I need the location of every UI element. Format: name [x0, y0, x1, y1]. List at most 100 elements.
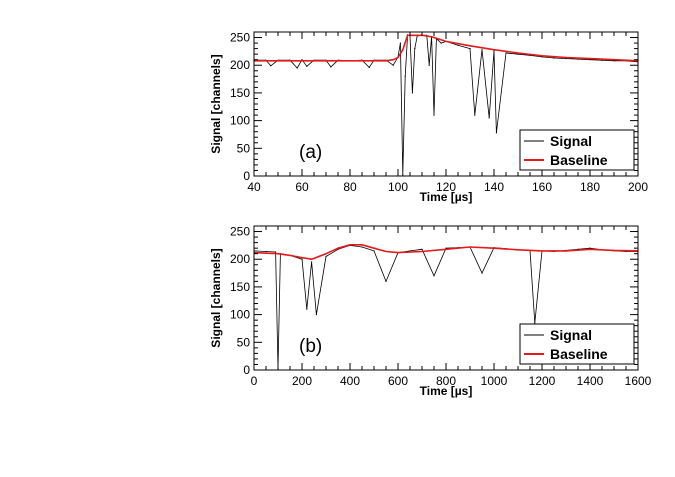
data-point-baseline-9	[426, 35, 428, 37]
data-point-signal-35	[457, 44, 459, 46]
data-point-baseline-2	[349, 60, 351, 62]
data-point-baseline-15	[541, 55, 543, 57]
data-point-signal-25	[414, 48, 416, 50]
data-point-signal-7	[306, 65, 308, 67]
data-point-baseline-1	[277, 253, 279, 255]
data-point-signal-38	[481, 49, 483, 51]
data-point-baseline-8	[361, 244, 363, 246]
panel-label: (a)	[299, 142, 322, 163]
data-point-signal-19	[399, 42, 401, 44]
y-tick-label: 50	[237, 141, 251, 155]
chart-panel-0: 40 60 80 100 120 140 160 180 200 0 50 100 150 200 250 T…	[209, 31, 648, 204]
x-axis-title: Time [µs]	[420, 190, 473, 204]
data-point-signal-33	[589, 247, 591, 249]
x-tick-label: 0	[251, 374, 258, 388]
data-point-signal-20	[445, 247, 447, 249]
data-point-baseline-13	[493, 49, 495, 51]
data-point-baseline-3	[385, 60, 387, 62]
data-point-signal-42	[505, 52, 507, 54]
data-point-baseline-13	[445, 248, 447, 250]
data-point-baseline-12	[469, 45, 471, 47]
data-point-signal-8	[311, 261, 313, 263]
y-tick-label: 200	[230, 252, 250, 266]
data-point-baseline-18	[613, 59, 615, 61]
data-point-signal-9	[315, 314, 317, 316]
data-point-baseline-3	[301, 256, 303, 259]
chart-panel-1: 0 200 400 600 800 1000 1200 1400 1600 0 50 100 150 20…	[209, 225, 652, 398]
x-tick-label: 40	[247, 180, 261, 194]
data-point-baseline-17	[589, 57, 591, 60]
legend-box	[519, 323, 635, 365]
x-tick-label: 600	[388, 374, 408, 388]
y-tick-label: 0	[243, 169, 250, 183]
data-point-signal-15	[385, 280, 387, 282]
series-line-baseline	[253, 244, 639, 261]
x-tick-label: 1400	[577, 374, 604, 388]
x-tick-label: 120	[436, 180, 456, 194]
x-tick-label: 80	[343, 180, 357, 194]
data-point-baseline-20	[613, 249, 615, 251]
data-point-baseline-4	[392, 59, 394, 61]
data-point-signal-20	[402, 174, 404, 176]
data-point-signal-33	[440, 42, 442, 44]
data-point-baseline-14	[517, 52, 519, 54]
data-point-signal-21	[404, 75, 406, 77]
data-point-signal-1	[265, 250, 267, 253]
data-point-baseline-11	[397, 251, 399, 254]
x-tick-label: 800	[436, 374, 456, 388]
data-point-baseline-1	[301, 60, 303, 62]
data-point-signal-2	[275, 251, 277, 253]
data-point-signal-14	[373, 250, 375, 252]
data-point-signal-23	[481, 272, 483, 274]
legend: Signal Baseline	[519, 129, 635, 171]
data-point-signal-31	[433, 114, 435, 116]
y-tick-label: 150	[230, 280, 250, 294]
data-point-baseline-9	[373, 247, 375, 249]
data-point-signal-10	[330, 66, 332, 68]
legend-label-baseline: Baseline	[550, 346, 608, 362]
data-point-baseline-19	[589, 248, 591, 250]
data-point-signal-7	[306, 308, 308, 310]
y-tick-label: 0	[243, 363, 250, 377]
data-point-baseline-10	[385, 250, 387, 253]
x-tick-label: 200	[628, 180, 648, 194]
data-point-signal-18	[421, 248, 423, 250]
x-tick-label: 160	[532, 180, 552, 194]
data-point-signal-19	[433, 275, 435, 277]
data-point-baseline-7	[407, 34, 409, 36]
data-point-baseline-6	[402, 49, 404, 51]
data-point-signal-29	[428, 64, 430, 66]
x-tick-label: 200	[292, 374, 312, 388]
data-point-signal-46	[553, 57, 555, 59]
x-tick-label: 60	[295, 180, 309, 194]
x-tick-label: 1200	[529, 374, 556, 388]
data-point-signal-37	[474, 114, 476, 116]
x-tick-label: 100	[388, 180, 408, 194]
data-point-signal-14	[368, 66, 370, 69]
data-point-signal-5	[296, 67, 298, 69]
data-point-baseline-15	[493, 247, 495, 249]
data-point-signal-17	[392, 64, 394, 66]
data-point-baseline-5	[397, 56, 399, 59]
x-axis-title: Time [µs]	[420, 384, 473, 398]
data-point-baseline-7	[349, 244, 351, 246]
data-point-baseline-16	[565, 56, 567, 59]
y-tick-label: 100	[230, 114, 250, 128]
y-tick-label: 100	[230, 308, 250, 322]
data-point-baseline-18	[565, 250, 567, 252]
data-point-signal-28	[534, 322, 536, 324]
data-point-signal-17	[409, 250, 411, 252]
y-tick-label: 200	[230, 58, 250, 72]
data-point-signal-2	[270, 65, 272, 67]
data-point-signal-36	[469, 48, 471, 50]
series-line-baseline	[254, 34, 639, 62]
y-axis-title: Signal [channels]	[209, 54, 223, 153]
data-point-signal-13	[361, 246, 363, 248]
data-point-baseline-10	[433, 36, 435, 39]
data-point-baseline-16	[517, 249, 519, 251]
data-point-baseline-5	[325, 253, 327, 255]
y-tick-label: 250	[230, 31, 250, 45]
x-tick-label: 1600	[625, 374, 652, 388]
legend-box	[519, 129, 635, 171]
data-point-baseline-6	[337, 247, 339, 249]
